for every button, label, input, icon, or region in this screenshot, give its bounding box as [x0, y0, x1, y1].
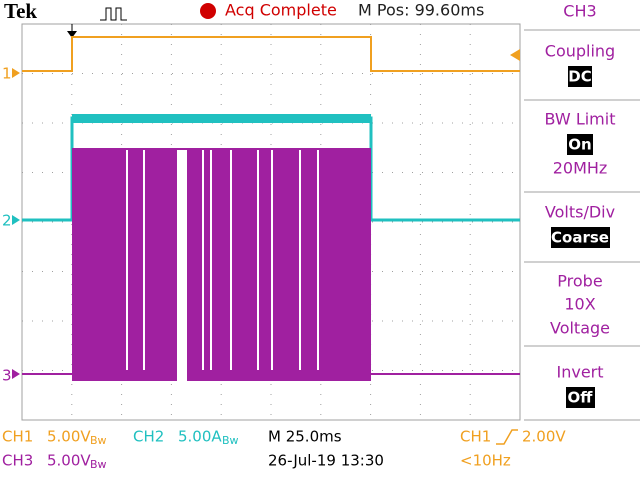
date-time: 26-Jul-19 13:30	[268, 452, 384, 470]
ch1-bw: Bw	[90, 434, 107, 447]
timebase: M 25.0ms	[268, 428, 342, 446]
menu-value[interactable]: Coarse	[551, 229, 609, 247]
menu-label[interactable]: Coupling	[545, 42, 615, 61]
ch3-marker-arrow	[12, 369, 20, 379]
ch2-name: CH2	[133, 428, 164, 446]
menu-label[interactable]: Invert	[556, 363, 603, 382]
trigger-source: CH1	[460, 428, 491, 446]
ch1-name: CH1	[2, 428, 33, 446]
ch2-noise	[72, 114, 371, 123]
ch3-bw: Bw	[90, 458, 107, 471]
menu-value-box	[567, 134, 593, 155]
ch3-name: CH3	[2, 452, 33, 470]
ch2-bw: Bw	[222, 434, 239, 447]
menu-detail: 20MHz	[553, 159, 608, 178]
menu-value-box	[551, 227, 610, 248]
acq-status: Acq Complete	[225, 1, 337, 20]
run-indicator	[200, 3, 216, 19]
menu-detail: Voltage	[550, 319, 610, 338]
menu-value[interactable]: Off	[568, 389, 594, 407]
menu-value-box	[566, 387, 595, 408]
ch1-trace	[22, 36, 520, 72]
ch2-marker: 2	[2, 212, 12, 230]
menu-value[interactable]: On	[568, 136, 591, 154]
trigger-level-text: 2.00V	[522, 428, 566, 446]
ch1-scale: 5.00V	[47, 428, 91, 446]
menu-value[interactable]: DC	[568, 68, 591, 86]
menu-value-box	[568, 66, 592, 87]
ch1-marker-arrow	[12, 68, 20, 78]
ch2-marker-arrow	[12, 215, 20, 225]
ch3-marker: 3	[2, 367, 12, 385]
ch3-wide-gap	[177, 150, 187, 385]
brand: Tek	[4, 0, 37, 23]
menu-label[interactable]: BW Limit	[545, 110, 616, 129]
menu-label[interactable]: Volts/Div	[545, 203, 615, 222]
trigger-slope	[496, 429, 518, 445]
ch3-scale: 5.00V	[47, 452, 91, 470]
menu-label[interactable]: Probe	[557, 272, 602, 291]
ch3-burst	[72, 148, 371, 381]
menu-value[interactable]: 10X	[564, 295, 595, 314]
trigger-position	[67, 31, 77, 38]
side-menu: CH3 Coupling DC BW Limit On 20MHz Volts/…	[524, 2, 640, 421]
ch3-gaps	[126, 150, 319, 370]
ch2-scale: 5.00A	[178, 428, 222, 446]
trigger-frequency: <10Hz	[460, 452, 511, 470]
ch1-marker: 1	[2, 65, 12, 83]
trigger-icon	[100, 7, 127, 21]
horizontal-position: M Pos: 99.60ms	[358, 1, 484, 20]
trigger-level	[510, 49, 520, 61]
menu-title: CH3	[563, 2, 596, 21]
